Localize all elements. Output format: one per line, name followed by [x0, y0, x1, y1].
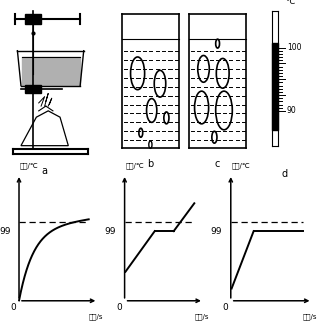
- Text: 100: 100: [287, 43, 301, 52]
- Text: 99: 99: [105, 227, 116, 236]
- Circle shape: [154, 70, 166, 97]
- Circle shape: [149, 141, 152, 148]
- Circle shape: [212, 131, 217, 143]
- Text: c: c: [215, 160, 220, 170]
- Circle shape: [147, 99, 157, 122]
- Circle shape: [164, 112, 169, 124]
- Text: d: d: [282, 169, 288, 179]
- Text: 0: 0: [11, 303, 17, 312]
- Bar: [25, 14, 41, 24]
- Circle shape: [131, 57, 145, 90]
- Circle shape: [195, 91, 209, 124]
- Text: ℃: ℃: [285, 0, 294, 6]
- Bar: [25, 85, 41, 93]
- Text: 99: 99: [211, 227, 222, 236]
- Text: 温度/℃: 温度/℃: [232, 163, 251, 169]
- Text: a: a: [42, 166, 48, 176]
- Bar: [272, 43, 278, 130]
- Circle shape: [139, 128, 143, 137]
- Polygon shape: [21, 57, 80, 85]
- Text: 0: 0: [222, 303, 228, 312]
- Text: 时间/s: 时间/s: [303, 313, 317, 320]
- Text: 时间/s: 时间/s: [195, 313, 209, 320]
- Circle shape: [198, 56, 209, 82]
- Text: 温度/℃: 温度/℃: [126, 163, 144, 169]
- Circle shape: [216, 91, 232, 130]
- Text: 时间/s: 时间/s: [89, 313, 103, 320]
- Circle shape: [216, 58, 229, 88]
- Circle shape: [216, 39, 220, 48]
- Text: b: b: [147, 160, 154, 170]
- Text: 90: 90: [287, 106, 296, 115]
- Text: 99: 99: [0, 227, 11, 236]
- Text: 温度/℃: 温度/℃: [20, 163, 39, 169]
- Text: 0: 0: [116, 303, 122, 312]
